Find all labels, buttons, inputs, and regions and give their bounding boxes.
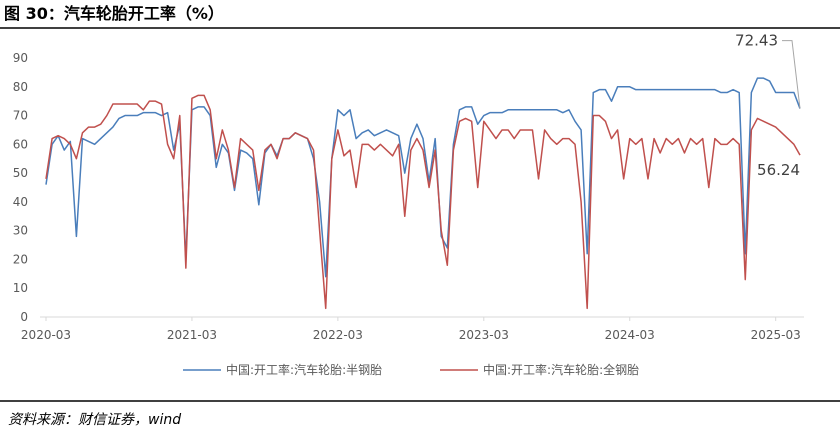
y-tick-label: 20	[13, 252, 28, 266]
legend-label: 中国:开工率:汽车轮胎:半钢胎	[226, 362, 382, 377]
y-tick-label: 40	[13, 195, 28, 209]
y-tick-label: 0	[20, 310, 28, 324]
annotation: 72.43	[735, 32, 778, 50]
x-tick-label: 2023-03	[459, 328, 509, 342]
chart-title: 图 30：汽车轮胎开工率（%）	[4, 4, 224, 23]
x-tick-label: 2022-03	[313, 328, 363, 342]
series-line	[45, 77, 801, 278]
y-tick-label: 80	[13, 80, 28, 94]
source: 资料来源：财信证券，wind	[8, 412, 181, 428]
x-tick-label: 2025-03	[751, 328, 801, 342]
y-tick-label: 50	[13, 166, 28, 180]
y-tick-label: 30	[13, 224, 28, 238]
y-tick-label: 10	[13, 281, 28, 295]
series-line	[45, 94, 801, 310]
annotation: 56.24	[757, 161, 800, 179]
x-tick-label: 2021-03	[167, 328, 217, 342]
annotation-leader	[782, 40, 801, 109]
x-tick-label: 2024-03	[605, 328, 655, 342]
legend-label: 中国:开工率:汽车轮胎:全钢胎	[483, 362, 639, 377]
y-tick-label: 70	[13, 109, 28, 123]
y-tick-label: 90	[13, 51, 28, 65]
y-tick-label: 60	[13, 137, 28, 151]
x-tick-label: 2020-03	[21, 328, 71, 342]
